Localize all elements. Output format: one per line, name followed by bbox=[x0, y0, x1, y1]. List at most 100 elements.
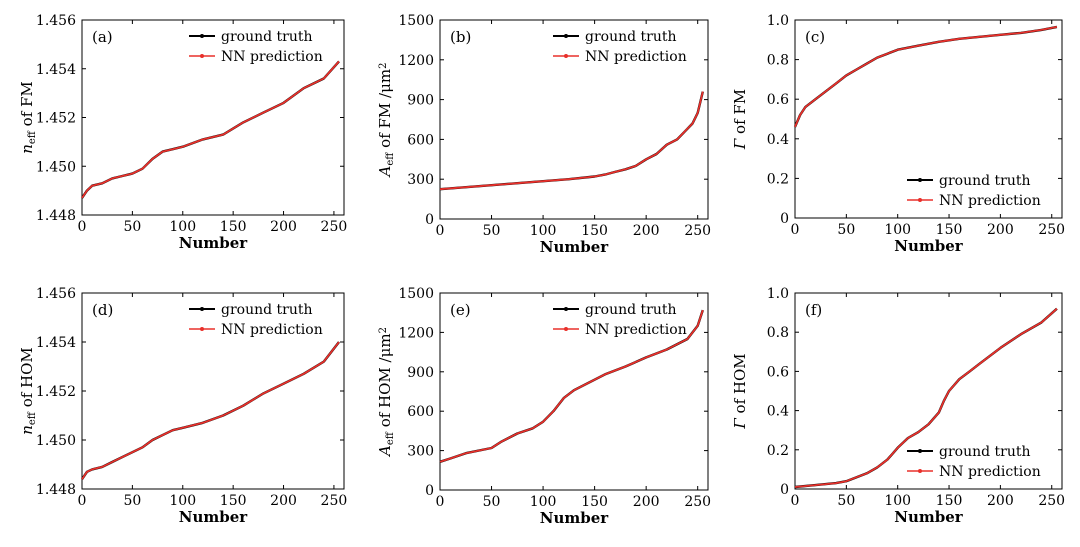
series-line-nn-prediction bbox=[794, 26, 1058, 128]
legend-marker bbox=[918, 469, 922, 473]
x-tick-label: 100 bbox=[169, 493, 196, 509]
y-tick-label: 1.0 bbox=[767, 286, 789, 302]
y-tick-label: 1.450 bbox=[36, 433, 76, 449]
legend-entry: ground truth bbox=[221, 29, 313, 45]
chart-panel-1: 0 50 100 150 200 250 1.448 1.450 1.452 1.454 1.456… bbox=[18, 13, 347, 252]
legend-entry: NN prediction bbox=[221, 49, 323, 65]
x-tick-label: 150 bbox=[936, 493, 963, 509]
y-tick-label: 600 bbox=[407, 404, 434, 420]
series-line-ground-truth bbox=[81, 60, 340, 199]
x-tick-label: 100 bbox=[530, 223, 557, 239]
x-tick-label: 0 bbox=[78, 493, 87, 509]
panel-label: (e) bbox=[450, 301, 471, 319]
y-tick-label: 1200 bbox=[398, 53, 434, 69]
x-tick-label: 0 bbox=[78, 219, 87, 235]
legend-marker bbox=[918, 449, 922, 453]
x-tick-label: 50 bbox=[483, 494, 501, 510]
chart-panel-5: 0 50 100 150 200 250 0 300 600 900 1200 1500 Number A… bbox=[376, 286, 711, 527]
series-line-nn-prediction bbox=[439, 309, 704, 463]
y-tick-label: 300 bbox=[407, 444, 434, 460]
panel-label: (c) bbox=[805, 28, 825, 46]
x-tick-label: 250 bbox=[684, 223, 711, 239]
legend-marker bbox=[564, 327, 568, 331]
legend-marker bbox=[564, 54, 568, 58]
legend-marker bbox=[564, 34, 568, 38]
y-tick-label: 1.454 bbox=[36, 335, 76, 351]
y-tick-label: 900 bbox=[407, 93, 434, 109]
series-line-nn-prediction bbox=[81, 60, 340, 199]
legend-entry: NN prediction bbox=[585, 49, 687, 65]
series-line-ground-truth bbox=[439, 91, 704, 191]
x-axis-label: Number bbox=[179, 508, 249, 526]
x-tick-label: 200 bbox=[987, 493, 1014, 509]
y-tick-label: 1200 bbox=[398, 325, 434, 341]
series-line-nn-prediction bbox=[439, 91, 704, 191]
x-tick-label: 250 bbox=[1038, 222, 1065, 238]
y-tick-label: 0 bbox=[780, 482, 789, 498]
x-axis-label: Number bbox=[540, 238, 610, 256]
x-axis-label: Number bbox=[894, 237, 964, 255]
y-tick-label: 1.456 bbox=[36, 286, 76, 302]
panel-label: (a) bbox=[92, 28, 113, 46]
y-tick-label: 1.450 bbox=[36, 159, 76, 175]
y-axis-label: Aeff of HOM /μm2 bbox=[376, 327, 396, 458]
y-tick-label: 0.2 bbox=[767, 171, 789, 187]
chart-panel-2: 0 50 100 150 200 250 0 300 600 900 1200 1500 Number A… bbox=[376, 13, 711, 256]
x-tick-label: 150 bbox=[581, 223, 608, 239]
series-line-ground-truth bbox=[793, 25, 1058, 128]
y-tick-label: 900 bbox=[407, 365, 434, 381]
legend-entry: ground truth bbox=[221, 302, 313, 318]
y-tick-label: 0.6 bbox=[767, 364, 789, 380]
x-tick-label: 50 bbox=[837, 222, 855, 238]
x-tick-label: 250 bbox=[321, 219, 348, 235]
x-tick-label: 100 bbox=[884, 222, 911, 238]
x-tick-label: 250 bbox=[1038, 493, 1065, 509]
x-tick-label: 150 bbox=[936, 222, 963, 238]
y-tick-label: 600 bbox=[407, 132, 434, 148]
legend-marker bbox=[918, 198, 922, 202]
y-tick-label: 1.452 bbox=[36, 384, 76, 400]
x-tick-label: 100 bbox=[169, 219, 196, 235]
x-axis-label: Number bbox=[894, 508, 964, 526]
plot-frame bbox=[794, 292, 1063, 490]
x-tick-label: 0 bbox=[436, 223, 445, 239]
x-tick-label: 200 bbox=[633, 494, 660, 510]
x-tick-label: 0 bbox=[436, 494, 445, 510]
legend-entry: NN prediction bbox=[585, 322, 687, 338]
x-tick-label: 0 bbox=[791, 222, 800, 238]
legend-marker bbox=[918, 178, 922, 182]
y-tick-label: 0.4 bbox=[767, 404, 789, 420]
panel-label: (f) bbox=[805, 301, 822, 319]
panel-label: (d) bbox=[92, 301, 113, 319]
y-tick-label: 0 bbox=[425, 483, 434, 499]
y-tick-label: 0 bbox=[780, 211, 789, 227]
x-tick-label: 50 bbox=[837, 493, 855, 509]
x-tick-label: 50 bbox=[123, 219, 141, 235]
legend-entry: ground truth bbox=[585, 29, 677, 45]
x-tick-label: 100 bbox=[884, 493, 911, 509]
series-line-nn-prediction bbox=[81, 341, 340, 480]
plot-frame bbox=[794, 19, 1063, 219]
y-tick-label: 0.8 bbox=[767, 53, 789, 69]
x-tick-label: 50 bbox=[123, 493, 141, 509]
plot-frame bbox=[439, 19, 709, 220]
y-tick-label: 1.456 bbox=[36, 13, 76, 29]
legend-marker bbox=[200, 307, 204, 311]
x-axis-label: Number bbox=[179, 234, 249, 252]
y-tick-label: 300 bbox=[407, 172, 434, 188]
y-tick-label: 1.0 bbox=[767, 13, 789, 29]
x-tick-label: 250 bbox=[684, 494, 711, 510]
y-tick-label: 0.4 bbox=[767, 132, 789, 148]
y-axis-label: neff of HOM bbox=[18, 347, 38, 435]
chart-panel-3: 0 50 100 150 200 250 0 0.2 0.4 0.6 0.8 1.0 Number Γ o… bbox=[731, 13, 1065, 255]
legend-marker bbox=[200, 54, 204, 58]
legend-marker bbox=[564, 307, 568, 311]
legend-entry: NN prediction bbox=[939, 464, 1041, 480]
y-tick-label: 0.6 bbox=[767, 92, 789, 108]
x-tick-label: 100 bbox=[530, 494, 557, 510]
legend-marker bbox=[200, 327, 204, 331]
y-tick-label: 0.2 bbox=[767, 443, 789, 459]
series-line-nn-prediction bbox=[794, 308, 1058, 488]
